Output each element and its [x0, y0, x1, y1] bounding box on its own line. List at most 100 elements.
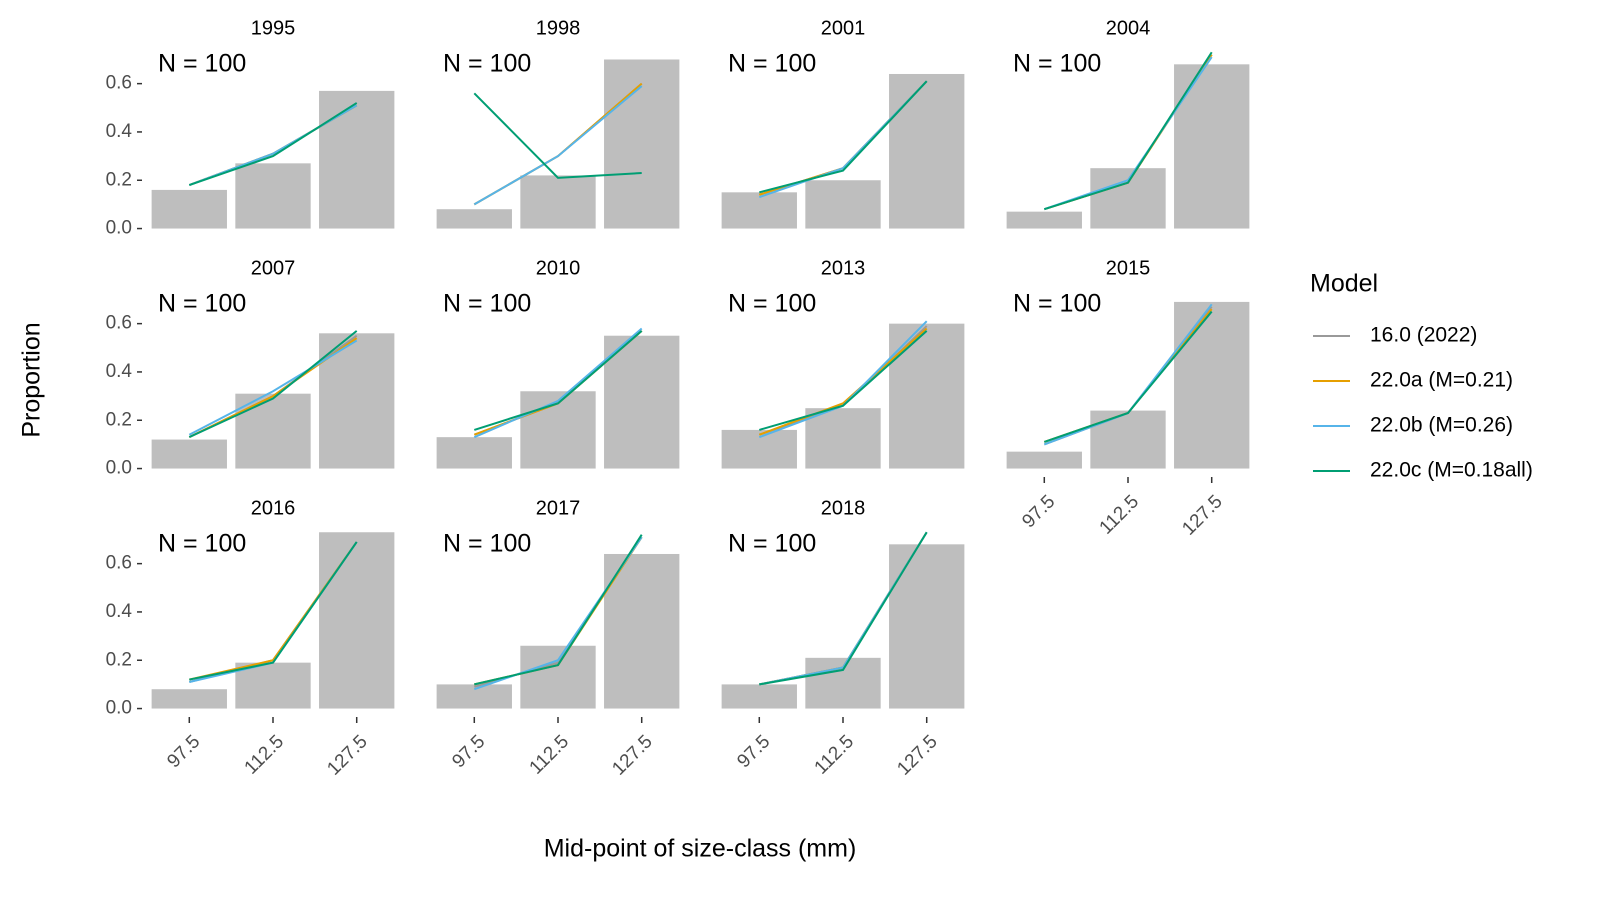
model-line	[189, 541, 358, 681]
panel-title: 1998	[536, 17, 581, 39]
bar	[721, 684, 797, 709]
bar	[721, 192, 797, 229]
y-tick-label: 0.0	[106, 218, 132, 239]
bar	[520, 175, 596, 229]
bar	[604, 553, 680, 709]
panel-title: 2007	[251, 257, 296, 279]
annotation: N = 100	[158, 290, 246, 318]
bar	[520, 645, 596, 709]
panel-title: 2018	[821, 497, 866, 519]
y-tick-label: 0.2	[106, 169, 132, 190]
model-line	[188, 330, 358, 439]
bar	[151, 689, 227, 709]
panel-title: 2010	[536, 257, 581, 279]
annotation: N = 100	[728, 530, 816, 558]
x-axis-label: Mid-point of size-class (mm)	[544, 835, 857, 863]
x-tick-label: 97.5	[1018, 491, 1059, 532]
bar	[235, 163, 311, 229]
bar	[1174, 301, 1250, 469]
model-line	[1043, 51, 1213, 211]
bar	[1090, 168, 1166, 229]
y-tick-label: 0.0	[106, 458, 132, 479]
panel-title: 2013	[821, 257, 866, 279]
bar	[1006, 211, 1082, 229]
bar	[235, 393, 311, 469]
y-tick-label: 0.6	[106, 553, 132, 574]
y-tick-label: 0.6	[106, 313, 132, 334]
panel-title: 2016	[251, 497, 296, 519]
y-tick-label: 0.0	[106, 698, 132, 719]
panel-title: 2001	[821, 17, 866, 39]
annotation: N = 100	[728, 290, 816, 318]
bar	[1174, 64, 1250, 229]
legend-label: 22.0a (M=0.21)	[1370, 369, 1513, 392]
bar	[805, 408, 881, 469]
panel-title: 2015	[1106, 257, 1151, 279]
x-tick-label: 112.5	[241, 731, 288, 778]
legend-label: 22.0b (M=0.26)	[1370, 414, 1513, 437]
x-tick-label: 112.5	[526, 731, 573, 778]
x-tick-label: 97.5	[733, 731, 774, 772]
y-tick-label: 0.2	[106, 649, 132, 670]
x-tick-label: 97.5	[448, 731, 489, 772]
bar	[319, 532, 395, 709]
legend-title: Model	[1310, 270, 1378, 298]
annotation: N = 100	[158, 50, 246, 78]
y-tick-label: 0.6	[106, 73, 132, 94]
model-line	[473, 327, 643, 439]
x-tick-label: 97.5	[163, 731, 204, 772]
bar	[319, 90, 395, 229]
model-line	[188, 339, 358, 436]
bar	[889, 544, 965, 709]
annotation: N = 100	[1013, 50, 1101, 78]
bar	[889, 73, 965, 229]
annotation: N = 100	[443, 50, 531, 78]
bar	[436, 437, 512, 469]
annotation: N = 100	[158, 530, 246, 558]
annotation: N = 100	[1013, 290, 1101, 318]
x-tick-label: 127.5	[608, 731, 656, 779]
bar	[151, 189, 227, 229]
model-line	[473, 85, 643, 206]
panel-title: 2004	[1106, 17, 1151, 39]
bar	[1006, 451, 1082, 469]
annotation: N = 100	[443, 530, 531, 558]
y-tick-label: 0.4	[106, 121, 133, 142]
x-tick-label: 127.5	[893, 731, 941, 779]
y-tick-label: 0.2	[106, 409, 132, 430]
bar	[436, 209, 512, 229]
bar	[436, 684, 512, 709]
model-line	[759, 531, 928, 686]
bar	[235, 662, 311, 709]
bar	[805, 657, 881, 709]
y-tick-label: 0.4	[106, 601, 133, 622]
model-line	[473, 330, 643, 431]
bar	[805, 180, 881, 229]
model-line	[758, 327, 928, 436]
model-line	[188, 102, 358, 187]
panel-title: 1995	[251, 17, 296, 39]
x-tick-label: 127.5	[323, 731, 371, 779]
legend-label: 22.0c (M=0.18all)	[1370, 459, 1533, 482]
model-line	[474, 534, 643, 686]
model-line	[759, 330, 928, 431]
panel-title: 2017	[536, 497, 581, 519]
bar	[1090, 410, 1166, 469]
annotation: N = 100	[728, 50, 816, 78]
annotation: N = 100	[443, 290, 531, 318]
y-tick-label: 0.4	[106, 361, 133, 382]
bar	[889, 323, 965, 469]
legend-label: 16.0 (2022)	[1370, 324, 1477, 347]
x-tick-label: 112.5	[1096, 491, 1143, 538]
x-tick-label: 127.5	[1178, 491, 1226, 539]
bar	[604, 59, 680, 229]
x-tick-label: 112.5	[811, 731, 858, 778]
y-axis-label: Proportion	[18, 322, 46, 437]
bar	[604, 335, 680, 469]
model-line	[473, 92, 642, 179]
bar	[721, 429, 797, 469]
model-line	[1043, 310, 1213, 443]
bar	[151, 439, 227, 469]
model-line	[759, 80, 928, 194]
